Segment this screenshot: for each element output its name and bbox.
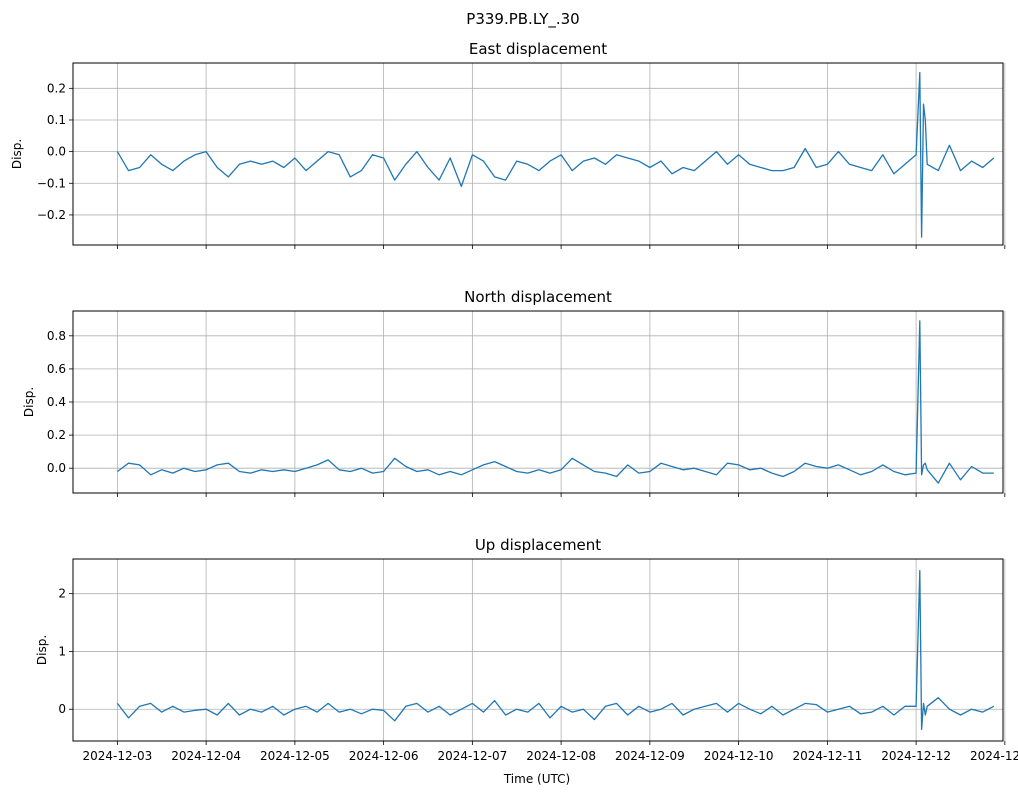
- y-tick-label: 1: [58, 644, 66, 658]
- y-tick-label: 0.8: [47, 329, 66, 343]
- panel-2: North displacement 0.0 0.2 0.4 0.6 0.8 Disp.: [22, 288, 1006, 497]
- y-axis-label: Disp.: [22, 387, 36, 417]
- figure-title: P339.PB.LY_.30: [466, 10, 579, 29]
- x-tick-label: 2024-12-11: [792, 749, 862, 763]
- x-axis-label: Time (UTC): [503, 772, 570, 786]
- x-tick-label: 2024-12-05: [260, 749, 330, 763]
- panel-3: Up displacement 2024-12-03 2024-12-04 2024-…: [35, 536, 1018, 763]
- x-tick-label: 2024-12-13: [970, 749, 1018, 763]
- y-tick-label: 0.4: [47, 395, 66, 409]
- axes-frame: [72, 558, 1004, 742]
- y-tick-label: 0.0: [47, 145, 66, 159]
- panels: East displacement−0.2−0.10.00.10.2Disp.N…: [10, 40, 1018, 763]
- panel-title: North displacement: [464, 288, 612, 306]
- y-tick-label: 0.6: [47, 362, 66, 376]
- series-line: [116, 569, 995, 731]
- panel-title: East displacement: [469, 40, 607, 58]
- x-tick-label: 2024-12-07: [437, 749, 507, 763]
- panel-title: Up displacement: [475, 536, 601, 554]
- x-tick-label: 2024-12-06: [349, 749, 419, 763]
- y-tick-label: 0: [58, 702, 66, 716]
- x-tick-label: 2024-12-04: [171, 749, 241, 763]
- y-tick-label: −0.1: [37, 176, 66, 190]
- x-tick-label: 2024-12-10: [704, 749, 774, 763]
- series-line: [117, 320, 994, 484]
- x-tick-label: 2024-12-08: [526, 749, 596, 763]
- y-axis-label: Disp.: [35, 635, 49, 665]
- y-tick-label: −0.2: [37, 208, 66, 222]
- y-tick-label: 0.2: [47, 428, 66, 442]
- axes-frame: [72, 62, 1004, 246]
- series-line: [116, 71, 995, 238]
- axes-frame: [72, 310, 1004, 494]
- x-tick-label: 2024-12-09: [615, 749, 685, 763]
- x-tick-label: 2024-12-03: [82, 749, 152, 763]
- x-tick-label: 2024-12-12: [881, 749, 951, 763]
- y-tick-label: 2: [58, 587, 66, 601]
- y-tick-label: 0.1: [47, 113, 66, 127]
- y-tick-label: 0.0: [47, 461, 66, 475]
- y-axis-label: Disp.: [10, 139, 24, 169]
- panel-1: East displacement −0.2 −0.1 0.0 0.1 0.2 Disp.: [10, 40, 1006, 249]
- y-tick-label: 0.2: [47, 81, 66, 95]
